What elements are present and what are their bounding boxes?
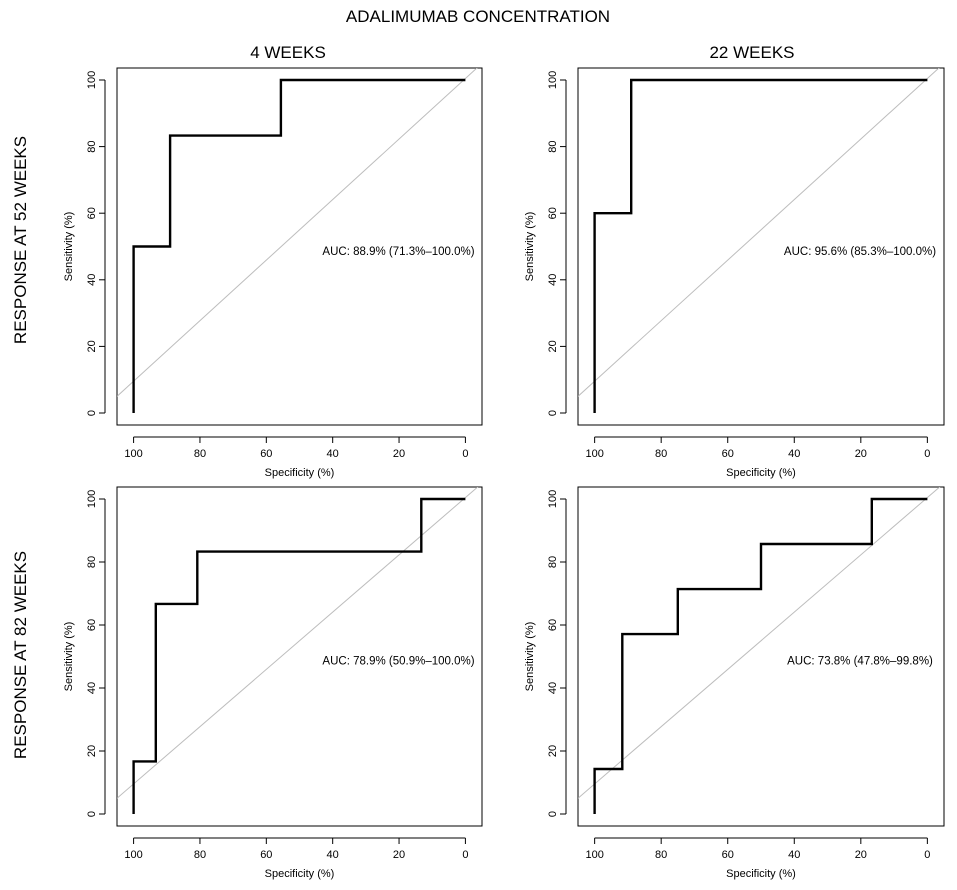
y-tick-label: 100 bbox=[86, 490, 98, 508]
y-tick-label: 40 bbox=[547, 274, 559, 286]
x-tick-label: 80 bbox=[194, 849, 206, 861]
y-tick-label: 100 bbox=[547, 490, 559, 508]
row-title-82-weeks: RESPONSE AT 82 WEEKS bbox=[11, 551, 30, 759]
y-tick-label: 80 bbox=[547, 556, 559, 568]
roc-panel-22w-52w: 0 20 40 60 80 100 Sensitivity (%) 100 80 60 40 20 0 S… bbox=[524, 67, 945, 479]
auc-annotation: AUC: 95.6% (85.3%–100.0%) bbox=[784, 246, 936, 258]
y-tick-label: 80 bbox=[86, 556, 98, 568]
roc-panel-4w-52w: 0 20 40 60 80 100 Sensitivity (%) 100 80 60 40 20 0 S… bbox=[63, 67, 483, 479]
x-tick-label: 40 bbox=[788, 448, 800, 460]
x-tick-label: 60 bbox=[722, 448, 734, 460]
reference-diagonal-line bbox=[117, 68, 478, 397]
roc-curve bbox=[132, 497, 466, 814]
x-tick-label: 20 bbox=[393, 849, 405, 861]
y-axis-label: Sensitivity (%) bbox=[63, 212, 75, 282]
plot-frame bbox=[577, 486, 945, 827]
y-tick-label: 20 bbox=[547, 340, 559, 352]
figure-title: ADALIMUMAB CONCENTRATION bbox=[346, 7, 610, 26]
y-axis-label: Sensitivity (%) bbox=[63, 622, 75, 692]
y-tick-label: 20 bbox=[86, 745, 98, 757]
y-tick-label: 60 bbox=[86, 619, 98, 631]
x-tick-label: 60 bbox=[260, 448, 272, 460]
y-tick-label: 0 bbox=[86, 410, 98, 416]
y-tick-label: 40 bbox=[86, 682, 98, 694]
roc-panel-22w-82w: 0 20 40 60 80 100 Sensitivity (%) 100 80 60 40 20 0 S… bbox=[524, 486, 945, 880]
x-axis-label: Specificity (%) bbox=[726, 467, 796, 479]
y-tick-label: 80 bbox=[547, 140, 559, 152]
column-title-22-weeks: 22 WEEKS bbox=[709, 43, 794, 62]
x-tick-label: 0 bbox=[462, 849, 468, 861]
x-tick-label: 60 bbox=[260, 849, 272, 861]
plot-frame bbox=[577, 67, 945, 426]
y-tick-label: 0 bbox=[86, 811, 98, 817]
y-tick-label: 60 bbox=[547, 619, 559, 631]
y-tick-label: 60 bbox=[547, 207, 559, 219]
y-tick-label: 20 bbox=[547, 745, 559, 757]
plot-frame bbox=[116, 486, 483, 827]
x-tick-label: 20 bbox=[393, 448, 405, 460]
x-axis-label: Specificity (%) bbox=[265, 467, 335, 479]
roc-curve bbox=[593, 497, 928, 814]
x-tick-label: 100 bbox=[585, 448, 603, 460]
y-tick-label: 0 bbox=[547, 410, 559, 416]
roc-panel-4w-82w: 0 20 40 60 80 100 Sensitivity (%) 100 80 60 40 20 0 S… bbox=[63, 486, 483, 880]
auc-annotation: AUC: 73.8% (47.8%–99.8%) bbox=[787, 655, 933, 667]
reference-diagonal-line bbox=[117, 487, 479, 799]
x-tick-label: 100 bbox=[124, 448, 142, 460]
x-tick-label: 80 bbox=[655, 849, 667, 861]
roc-curve bbox=[593, 78, 928, 413]
x-tick-label: 0 bbox=[924, 448, 930, 460]
x-tick-label: 40 bbox=[327, 849, 339, 861]
y-tick-label: 60 bbox=[86, 207, 98, 219]
row-title-52-weeks: RESPONSE AT 52 WEEKS bbox=[11, 136, 30, 344]
y-tick-label: 40 bbox=[547, 682, 559, 694]
x-tick-label: 40 bbox=[788, 849, 800, 861]
y-tick-label: 0 bbox=[547, 811, 559, 817]
reference-diagonal-line bbox=[578, 68, 940, 397]
x-tick-label: 40 bbox=[327, 448, 339, 460]
x-tick-label: 60 bbox=[722, 849, 734, 861]
x-tick-label: 20 bbox=[855, 849, 867, 861]
x-tick-label: 20 bbox=[855, 448, 867, 460]
y-tick-label: 40 bbox=[86, 274, 98, 286]
y-tick-label: 100 bbox=[547, 71, 559, 89]
y-axis-label: Sensitivity (%) bbox=[524, 622, 536, 692]
plot-frame bbox=[116, 67, 483, 426]
auc-annotation: AUC: 78.9% (50.9%–100.0%) bbox=[322, 655, 474, 667]
roc-panels: 0 20 40 60 80 100 Sensitivity (%) 100 80 60 40 20 0 S… bbox=[63, 67, 945, 880]
auc-annotation: AUC: 88.9% (71.3%–100.0%) bbox=[322, 246, 474, 258]
roc-curve bbox=[132, 78, 466, 413]
x-tick-label: 100 bbox=[124, 849, 142, 861]
reference-diagonal-line bbox=[578, 487, 941, 799]
x-tick-label: 80 bbox=[194, 448, 206, 460]
x-axis-label: Specificity (%) bbox=[265, 868, 335, 880]
y-tick-label: 80 bbox=[86, 140, 98, 152]
x-tick-label: 100 bbox=[585, 849, 603, 861]
y-tick-label: 100 bbox=[86, 71, 98, 89]
y-axis-label: Sensitivity (%) bbox=[524, 212, 536, 282]
column-title-4-weeks: 4 WEEKS bbox=[250, 43, 326, 62]
x-tick-label: 0 bbox=[462, 448, 468, 460]
x-tick-label: 0 bbox=[924, 849, 930, 861]
x-axis-label: Specificity (%) bbox=[726, 868, 796, 880]
x-tick-label: 80 bbox=[655, 448, 667, 460]
y-tick-label: 20 bbox=[86, 340, 98, 352]
